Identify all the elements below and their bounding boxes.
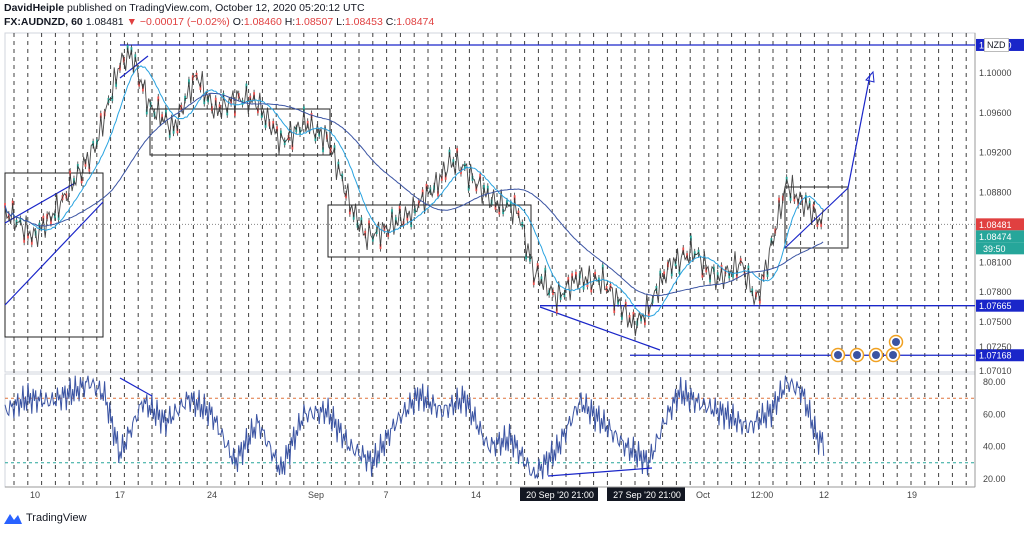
time-axis-label: 7	[383, 490, 388, 500]
low-label: L:	[336, 16, 345, 28]
time-axis-label: 27 Sep '20 21:00	[613, 490, 681, 500]
time-axis-label: Sep	[308, 490, 324, 500]
currency-selector[interactable]: NZD	[984, 38, 1009, 52]
price-axis-label: 1.07800	[979, 287, 1012, 297]
publisher-line: DavidHeiple published on TradingView.com…	[4, 2, 365, 14]
price-axis-label: 1.09600	[979, 108, 1012, 118]
published-text: published on TradingView.com, October 12…	[67, 2, 365, 14]
trendline	[539, 306, 661, 351]
open-label: O:	[232, 16, 244, 28]
time-axis-label: Oct	[696, 490, 711, 500]
price-tag-label: 1.08474	[979, 232, 1012, 242]
crosshair-time-tag	[607, 487, 685, 501]
high-label: H:	[284, 16, 296, 28]
price-change: −0.00017 (−0.02%)	[139, 16, 230, 28]
trendline	[4, 201, 104, 306]
close-value: 1.08474	[396, 16, 435, 28]
ma-fast	[4, 65, 824, 318]
countdown-label: 39:50	[983, 244, 1006, 254]
event-marker-flag-icon	[853, 351, 861, 359]
price-pane	[4, 32, 976, 373]
price-axis-label: 1.09200	[979, 148, 1012, 158]
time-axis-label: 14	[471, 490, 481, 500]
countdown-tag	[976, 242, 1024, 255]
low-value: 1.08453	[344, 16, 383, 28]
time-axis-label: 17	[115, 490, 125, 500]
time-axis-label: 12	[819, 490, 829, 500]
rsi-line	[4, 375, 825, 480]
trendline	[847, 74, 871, 189]
rsi-axis-label: 20.00	[983, 474, 1006, 484]
time-axis-label: 20 Sep '20 21:00	[526, 490, 594, 500]
event-marker-flag-icon	[889, 351, 897, 359]
rsi-axis-label: 40.00	[983, 442, 1006, 452]
price-tag	[976, 230, 1024, 243]
price-axis-label: 1.10000	[979, 68, 1012, 78]
consolidation-box	[4, 172, 104, 338]
time-axis-label: 19	[907, 490, 917, 500]
level-tag-label: 1.07168	[979, 351, 1012, 361]
level-tag-label: 1.07665	[979, 301, 1012, 311]
symbol-label[interactable]: FX:AUDNZD, 60	[4, 16, 83, 28]
rsi-axis-label: 60.00	[983, 409, 1006, 419]
price-axis-label: 1.08100	[979, 257, 1012, 267]
event-marker-flag-icon	[834, 351, 842, 359]
rsi-divergence-line	[547, 467, 653, 477]
candle-body	[4, 202, 6, 208]
trendline	[4, 182, 76, 224]
down-arrow-icon: ▼	[126, 16, 137, 28]
ohlc-line: FX:AUDNZD, 60 1.08481 ▼ −0.00017 (−0.02%…	[4, 16, 434, 28]
consolidation-box	[327, 204, 532, 258]
price-tag-label: 1.08481	[979, 220, 1012, 230]
price-tag	[976, 218, 1024, 231]
last-price: 1.08481	[85, 16, 124, 28]
high-value: 1.08507	[295, 16, 334, 28]
time-axis-label: 12:00	[751, 490, 774, 500]
ma-slow	[4, 92, 824, 297]
author-name[interactable]: DavidHeiple	[4, 2, 65, 14]
tradingview-logo-icon	[4, 514, 22, 524]
crosshair-time-tag	[520, 487, 598, 501]
consolidation-box	[784, 186, 849, 249]
tradingview-brand: TradingView	[26, 512, 87, 524]
candle-body	[689, 235, 692, 241]
event-marker-flag-icon	[872, 351, 880, 359]
rsi-axis-label: 80.00	[983, 377, 1006, 387]
price-axis-label: 1.07250	[979, 342, 1012, 352]
open-value: 1.08460	[243, 16, 282, 28]
price-axis-label: 1.07010	[979, 366, 1012, 376]
time-axis-label: 10	[30, 490, 40, 500]
time-axis-label: 24	[207, 490, 217, 500]
event-marker-flag-icon	[892, 338, 900, 346]
level-tag	[976, 299, 1024, 312]
close-label: C:	[385, 16, 397, 28]
level-tag	[976, 349, 1024, 362]
rsi-divergence-line	[119, 377, 153, 397]
tradingview-footer[interactable]: TradingView	[4, 512, 87, 524]
price-line	[4, 47, 824, 337]
projection-arrow-icon	[865, 70, 875, 83]
price-axis-label: 1.07500	[979, 317, 1012, 327]
rsi-pane	[4, 373, 976, 488]
price-axis-label: 1.08800	[979, 188, 1012, 198]
